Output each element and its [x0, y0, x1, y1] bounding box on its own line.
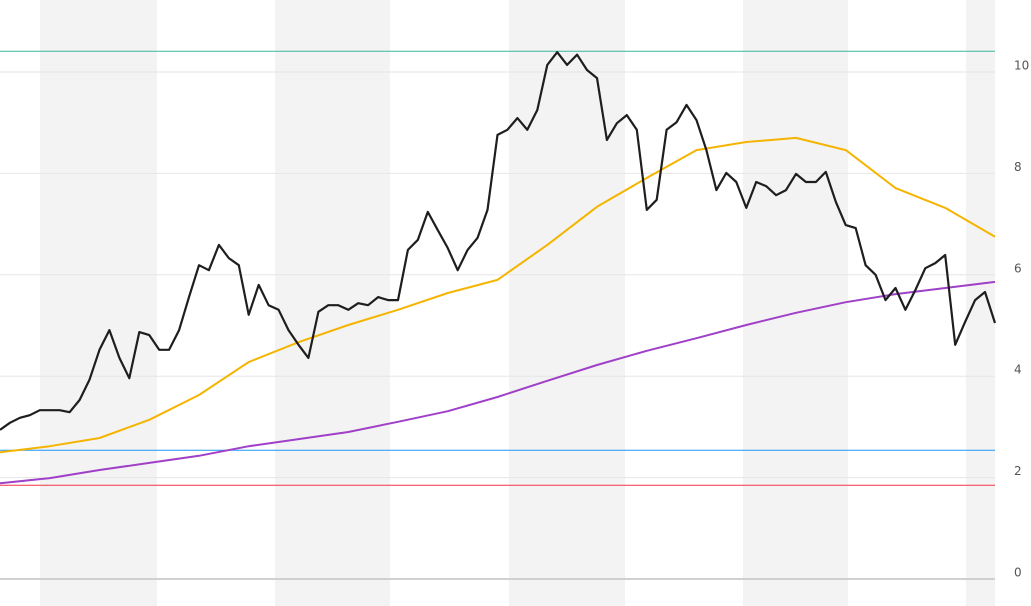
y-tick-label: 4 — [1014, 363, 1022, 377]
y-tick-label: 6 — [1014, 261, 1022, 275]
background-bands — [40, 0, 995, 606]
y-tick-label: 10 — [1014, 58, 1029, 72]
shaded-band — [509, 0, 625, 606]
series-line — [0, 136, 996, 454]
shaded-band — [743, 0, 848, 606]
series-line — [0, 51, 997, 431]
shaded-band — [40, 0, 157, 606]
shaded-band — [966, 0, 995, 606]
series-line — [0, 280, 996, 485]
y-tick-label: 8 — [1014, 160, 1022, 174]
shaded-band — [275, 0, 390, 606]
y-tick-label: 0 — [1014, 566, 1022, 580]
y-tick-label: 2 — [1014, 464, 1022, 478]
